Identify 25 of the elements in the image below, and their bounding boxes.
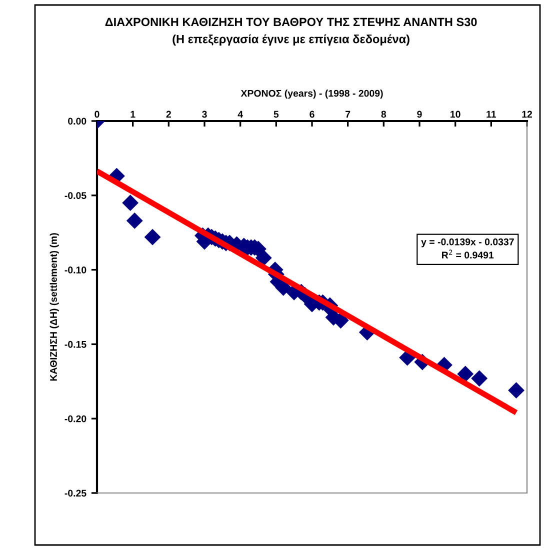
chart-subtitle: (Η επεξεργασία έγινε με επίγεια δεδομένα) — [172, 34, 410, 46]
x-tick-label: 3 — [202, 110, 207, 118]
y-axis-title: ΚΑΘΙΖΗΣΗ (ΔΗ) (settlement) (m) — [50, 233, 59, 381]
chart-title: ΔΙΑΧΡΟΝΙΚΗ ΚΑΘΙΖΗΣΗ ΤΟΥ ΒΑΘΡΟΥ ΤΗΣ ΣΤΕΨΗΣ ΑΝΑΝΤΗ S30 — [105, 18, 477, 26]
y-tick-label: 0.00 — [68, 118, 86, 125]
x-tick-label: 11 — [486, 110, 496, 118]
x-tick-label: 10 — [450, 110, 460, 118]
x-axis-title: ΧΡΟΝΟΣ (years) - (1998 - 2009) — [240, 90, 383, 99]
annotation: R$^{2}$ = 0.9491 — [442, 250, 494, 259]
x-tick-label: 4 — [238, 110, 243, 118]
y-tick-label: -0.05 — [64, 192, 86, 200]
x-tick-label: 2 — [166, 110, 171, 118]
annotation: y = -0.0139x - 0.0337 — [421, 238, 514, 248]
x-tick-label: 6 — [310, 110, 314, 118]
x-tick-label: 12 — [522, 110, 532, 118]
x-tick-label: 5 — [274, 110, 279, 118]
y-tick-label: -0.15 — [64, 340, 86, 348]
y-tick-label: -0.25 — [64, 490, 86, 497]
x-tick-label: 0 — [94, 110, 100, 118]
x-tick-label: 7 — [346, 110, 350, 118]
y-tick-label: -0.10 — [64, 266, 86, 274]
x-tick-label: 9 — [417, 110, 422, 118]
y-tick-label: -0.20 — [64, 415, 86, 422]
x-tick-label: 1 — [130, 110, 136, 118]
x-tick-label: 8 — [381, 110, 386, 118]
